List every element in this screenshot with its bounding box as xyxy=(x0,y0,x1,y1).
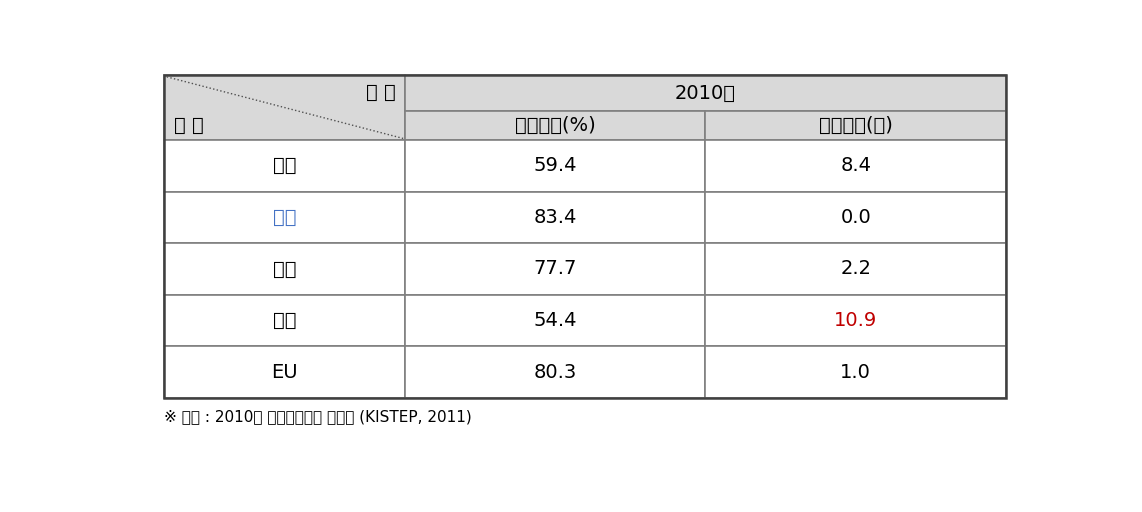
Text: 8.4: 8.4 xyxy=(841,156,871,175)
Text: 기술격차(년): 기술격차(년) xyxy=(819,116,893,135)
Bar xyxy=(706,346,1006,398)
Bar xyxy=(164,346,404,398)
Bar xyxy=(164,191,404,243)
Text: EU: EU xyxy=(272,362,298,381)
Text: 기술수준(%): 기술수준(%) xyxy=(515,116,595,135)
Text: ※ 자료 : 2010년 기술수준평가 보고서 (KISTEP, 2011): ※ 자료 : 2010년 기술수준평가 보고서 (KISTEP, 2011) xyxy=(164,410,472,424)
Text: 한국: 한국 xyxy=(273,156,296,175)
Bar xyxy=(706,295,1006,346)
Bar xyxy=(164,75,404,140)
Text: 중국: 중국 xyxy=(273,311,296,330)
Text: 일본: 일본 xyxy=(273,260,296,279)
Bar xyxy=(404,191,706,243)
Text: 77.7: 77.7 xyxy=(533,260,577,279)
Bar xyxy=(164,140,404,191)
Text: 54.4: 54.4 xyxy=(533,311,577,330)
Text: 80.3: 80.3 xyxy=(533,362,577,381)
Text: 0.0: 0.0 xyxy=(841,208,871,227)
Bar xyxy=(404,243,706,295)
Text: 미국: 미국 xyxy=(273,208,296,227)
Text: 2.2: 2.2 xyxy=(841,260,871,279)
Text: 83.4: 83.4 xyxy=(533,208,577,227)
Bar xyxy=(164,75,1006,398)
Bar xyxy=(404,111,706,140)
Bar xyxy=(706,243,1006,295)
Text: 구 분: 구 분 xyxy=(174,116,203,135)
Bar xyxy=(706,140,1006,191)
Bar xyxy=(706,111,1006,140)
Bar xyxy=(404,346,706,398)
Text: 2010년: 2010년 xyxy=(675,83,735,102)
Text: 10.9: 10.9 xyxy=(834,311,877,330)
Bar xyxy=(404,295,706,346)
Bar xyxy=(404,140,706,191)
Text: 국 가: 국 가 xyxy=(365,83,395,102)
Text: 59.4: 59.4 xyxy=(533,156,577,175)
Bar xyxy=(404,75,1006,111)
Bar xyxy=(164,295,404,346)
Bar xyxy=(164,243,404,295)
Bar xyxy=(706,191,1006,243)
Text: 1.0: 1.0 xyxy=(841,362,871,381)
